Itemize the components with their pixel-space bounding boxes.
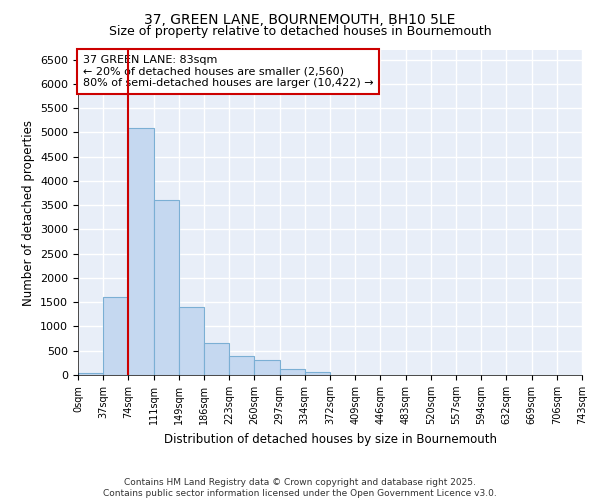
- Bar: [254, 360, 280, 375]
- Text: 37, GREEN LANE, BOURNEMOUTH, BH10 5LE: 37, GREEN LANE, BOURNEMOUTH, BH10 5LE: [145, 12, 455, 26]
- Bar: [229, 356, 254, 375]
- Y-axis label: Number of detached properties: Number of detached properties: [22, 120, 35, 306]
- Bar: [179, 307, 204, 375]
- Bar: [154, 200, 179, 375]
- Text: 37 GREEN LANE: 83sqm
← 20% of detached houses are smaller (2,560)
80% of semi-de: 37 GREEN LANE: 83sqm ← 20% of detached h…: [83, 55, 374, 88]
- Bar: [280, 368, 305, 375]
- Text: Contains HM Land Registry data © Crown copyright and database right 2025.
Contai: Contains HM Land Registry data © Crown c…: [103, 478, 497, 498]
- Bar: [305, 372, 330, 375]
- Bar: [78, 372, 103, 375]
- Bar: [128, 128, 154, 375]
- Bar: [204, 344, 229, 375]
- X-axis label: Distribution of detached houses by size in Bournemouth: Distribution of detached houses by size …: [163, 432, 497, 446]
- Bar: [103, 298, 128, 375]
- Text: Size of property relative to detached houses in Bournemouth: Size of property relative to detached ho…: [109, 25, 491, 38]
